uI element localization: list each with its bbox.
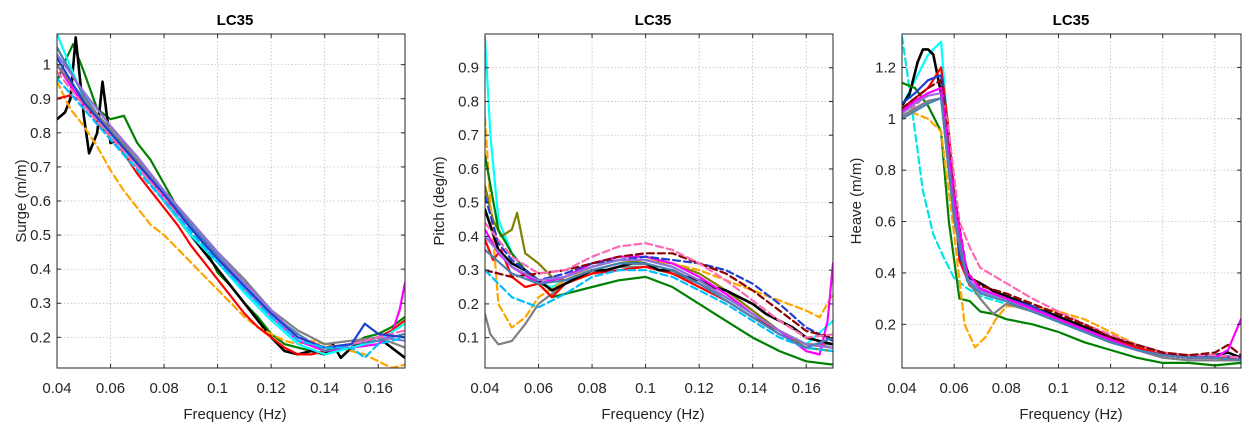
pitch-axes-frame: [484, 33, 834, 369]
pitch-x-tick-label: 0.14: [738, 380, 767, 397]
pitch-series-line-13: [485, 235, 833, 349]
pitch-y-tick-label: 0.4: [458, 228, 479, 245]
pitch-series-line-12: [485, 269, 833, 353]
pitch-y-tick-label: 0.5: [458, 195, 479, 212]
pitch-y-tick-label: 0.1: [458, 330, 479, 347]
pitch-y-axis-label: Pitch (deg/m): [431, 156, 448, 245]
surge-series-line-12: [57, 77, 405, 359]
surge-x-tick-label: 0.16: [364, 380, 393, 397]
heave-x-tick-label: 0.08: [992, 380, 1021, 397]
heave-x-tick-label: 0.14: [1148, 380, 1177, 397]
heave-x-tick-label: 0.04: [887, 380, 916, 397]
heave-y-tick-label: 0.2: [875, 316, 896, 333]
pitch-series-group: [485, 36, 833, 366]
pitch-series-line-14: [485, 248, 833, 349]
pitch-x-tick-label: 0.08: [577, 380, 606, 397]
surge-y-tick-label: 1: [43, 57, 51, 74]
heave-series-line-13: [902, 97, 1241, 362]
heave-axes-frame: [901, 33, 1242, 369]
surge-y-tick-label: 0.3: [30, 295, 51, 312]
heave-y-tick-label: 0.8: [875, 162, 896, 179]
pitch-series-line-8: [485, 228, 833, 356]
surge-y-tick-label: 0.6: [30, 193, 51, 210]
heave-series-line-9: [902, 79, 1241, 357]
heave-x-tick-label: 0.1: [1048, 380, 1069, 397]
surge-x-tick-label: 0.06: [96, 380, 125, 397]
pitch-x-tick-label: 0.06: [524, 380, 553, 397]
surge-x-axis-label: Frequency (Hz): [183, 406, 286, 423]
surge-y-tick-label: 0.5: [30, 227, 51, 244]
heave-series-group: [902, 35, 1241, 367]
pitch-panel: LC35 Frequency (Hz) Pitch (deg/m) 0.04 0.…: [431, 12, 834, 423]
surge-x-tick-label: 0.14: [310, 380, 339, 397]
surge-x-tick-label: 0.04: [42, 380, 71, 397]
pitch-y-tick-label: 0.3: [458, 262, 479, 279]
pitch-y-tick-label: 0.2: [458, 296, 479, 313]
surge-series-line-8: [57, 63, 405, 349]
heave-plot-area: [902, 34, 1241, 368]
heave-y-tick-label: 0.6: [875, 214, 896, 231]
pitch-panel-title: LC35: [635, 12, 672, 29]
surge-series-line-11: [57, 56, 405, 349]
pitch-x-tick-label: 0.12: [685, 380, 714, 397]
surge-series-line-2: [57, 36, 405, 360]
pitch-x-tick-label: 0.16: [792, 380, 821, 397]
heave-x-tick-label: 0.16: [1200, 380, 1229, 397]
heave-y-tick-label: 0.4: [875, 265, 896, 282]
pitch-series-line-11: [485, 221, 833, 339]
surge-y-tick-label: 0.7: [30, 159, 51, 176]
surge-panel-title: LC35: [217, 12, 254, 29]
surge-plot-area: [57, 34, 405, 368]
surge-series-group: [57, 34, 405, 368]
heave-y-axis-label: Heave (m/m): [848, 158, 865, 245]
surge-panel: LC35 Frequency (Hz) Surge (m/m) 0.04 0.06…: [13, 12, 406, 423]
pitch-x-axis-label: Frequency (Hz): [601, 406, 704, 423]
surge-y-tick-label: 0.4: [30, 261, 51, 278]
pitch-y-tick-label: 0.6: [458, 161, 479, 178]
heave-panel-title: LC35: [1053, 12, 1090, 29]
heave-x-tick-label: 0.12: [1096, 380, 1125, 397]
pitch-plot-area: [485, 34, 833, 368]
heave-x-tick-label: 0.06: [940, 380, 969, 397]
surge-x-tick-label: 0.12: [257, 380, 286, 397]
pitch-series-line-9: [485, 194, 833, 343]
surge-x-tick-label: 0.1: [207, 380, 228, 397]
pitch-y-tick-label: 0.8: [458, 93, 479, 110]
surge-x-tick-label: 0.08: [149, 380, 178, 397]
surge-y-tick-label: 0.8: [30, 125, 51, 142]
heave-panel: LC35 Frequency (Hz) Heave (m/m) 0.04 0.06…: [848, 12, 1242, 423]
pitch-y-tick-label: 0.7: [458, 127, 479, 144]
heave-y-tick-label: 1.2: [875, 59, 896, 76]
pitch-x-tick-label: 0.04: [470, 380, 499, 397]
surge-y-tick-label: 0.9: [30, 91, 51, 108]
pitch-y-tick-label: 0.9: [458, 60, 479, 77]
surge-y-tick-label: 0.2: [30, 329, 51, 346]
heave-y-tick-label: 1: [888, 111, 896, 128]
pitch-series-line-5: [485, 154, 833, 366]
surge-y-axis-label: Surge (m/m): [13, 159, 30, 242]
pitch-x-tick-label: 0.1: [635, 380, 656, 397]
heave-x-axis-label: Frequency (Hz): [1019, 406, 1122, 423]
